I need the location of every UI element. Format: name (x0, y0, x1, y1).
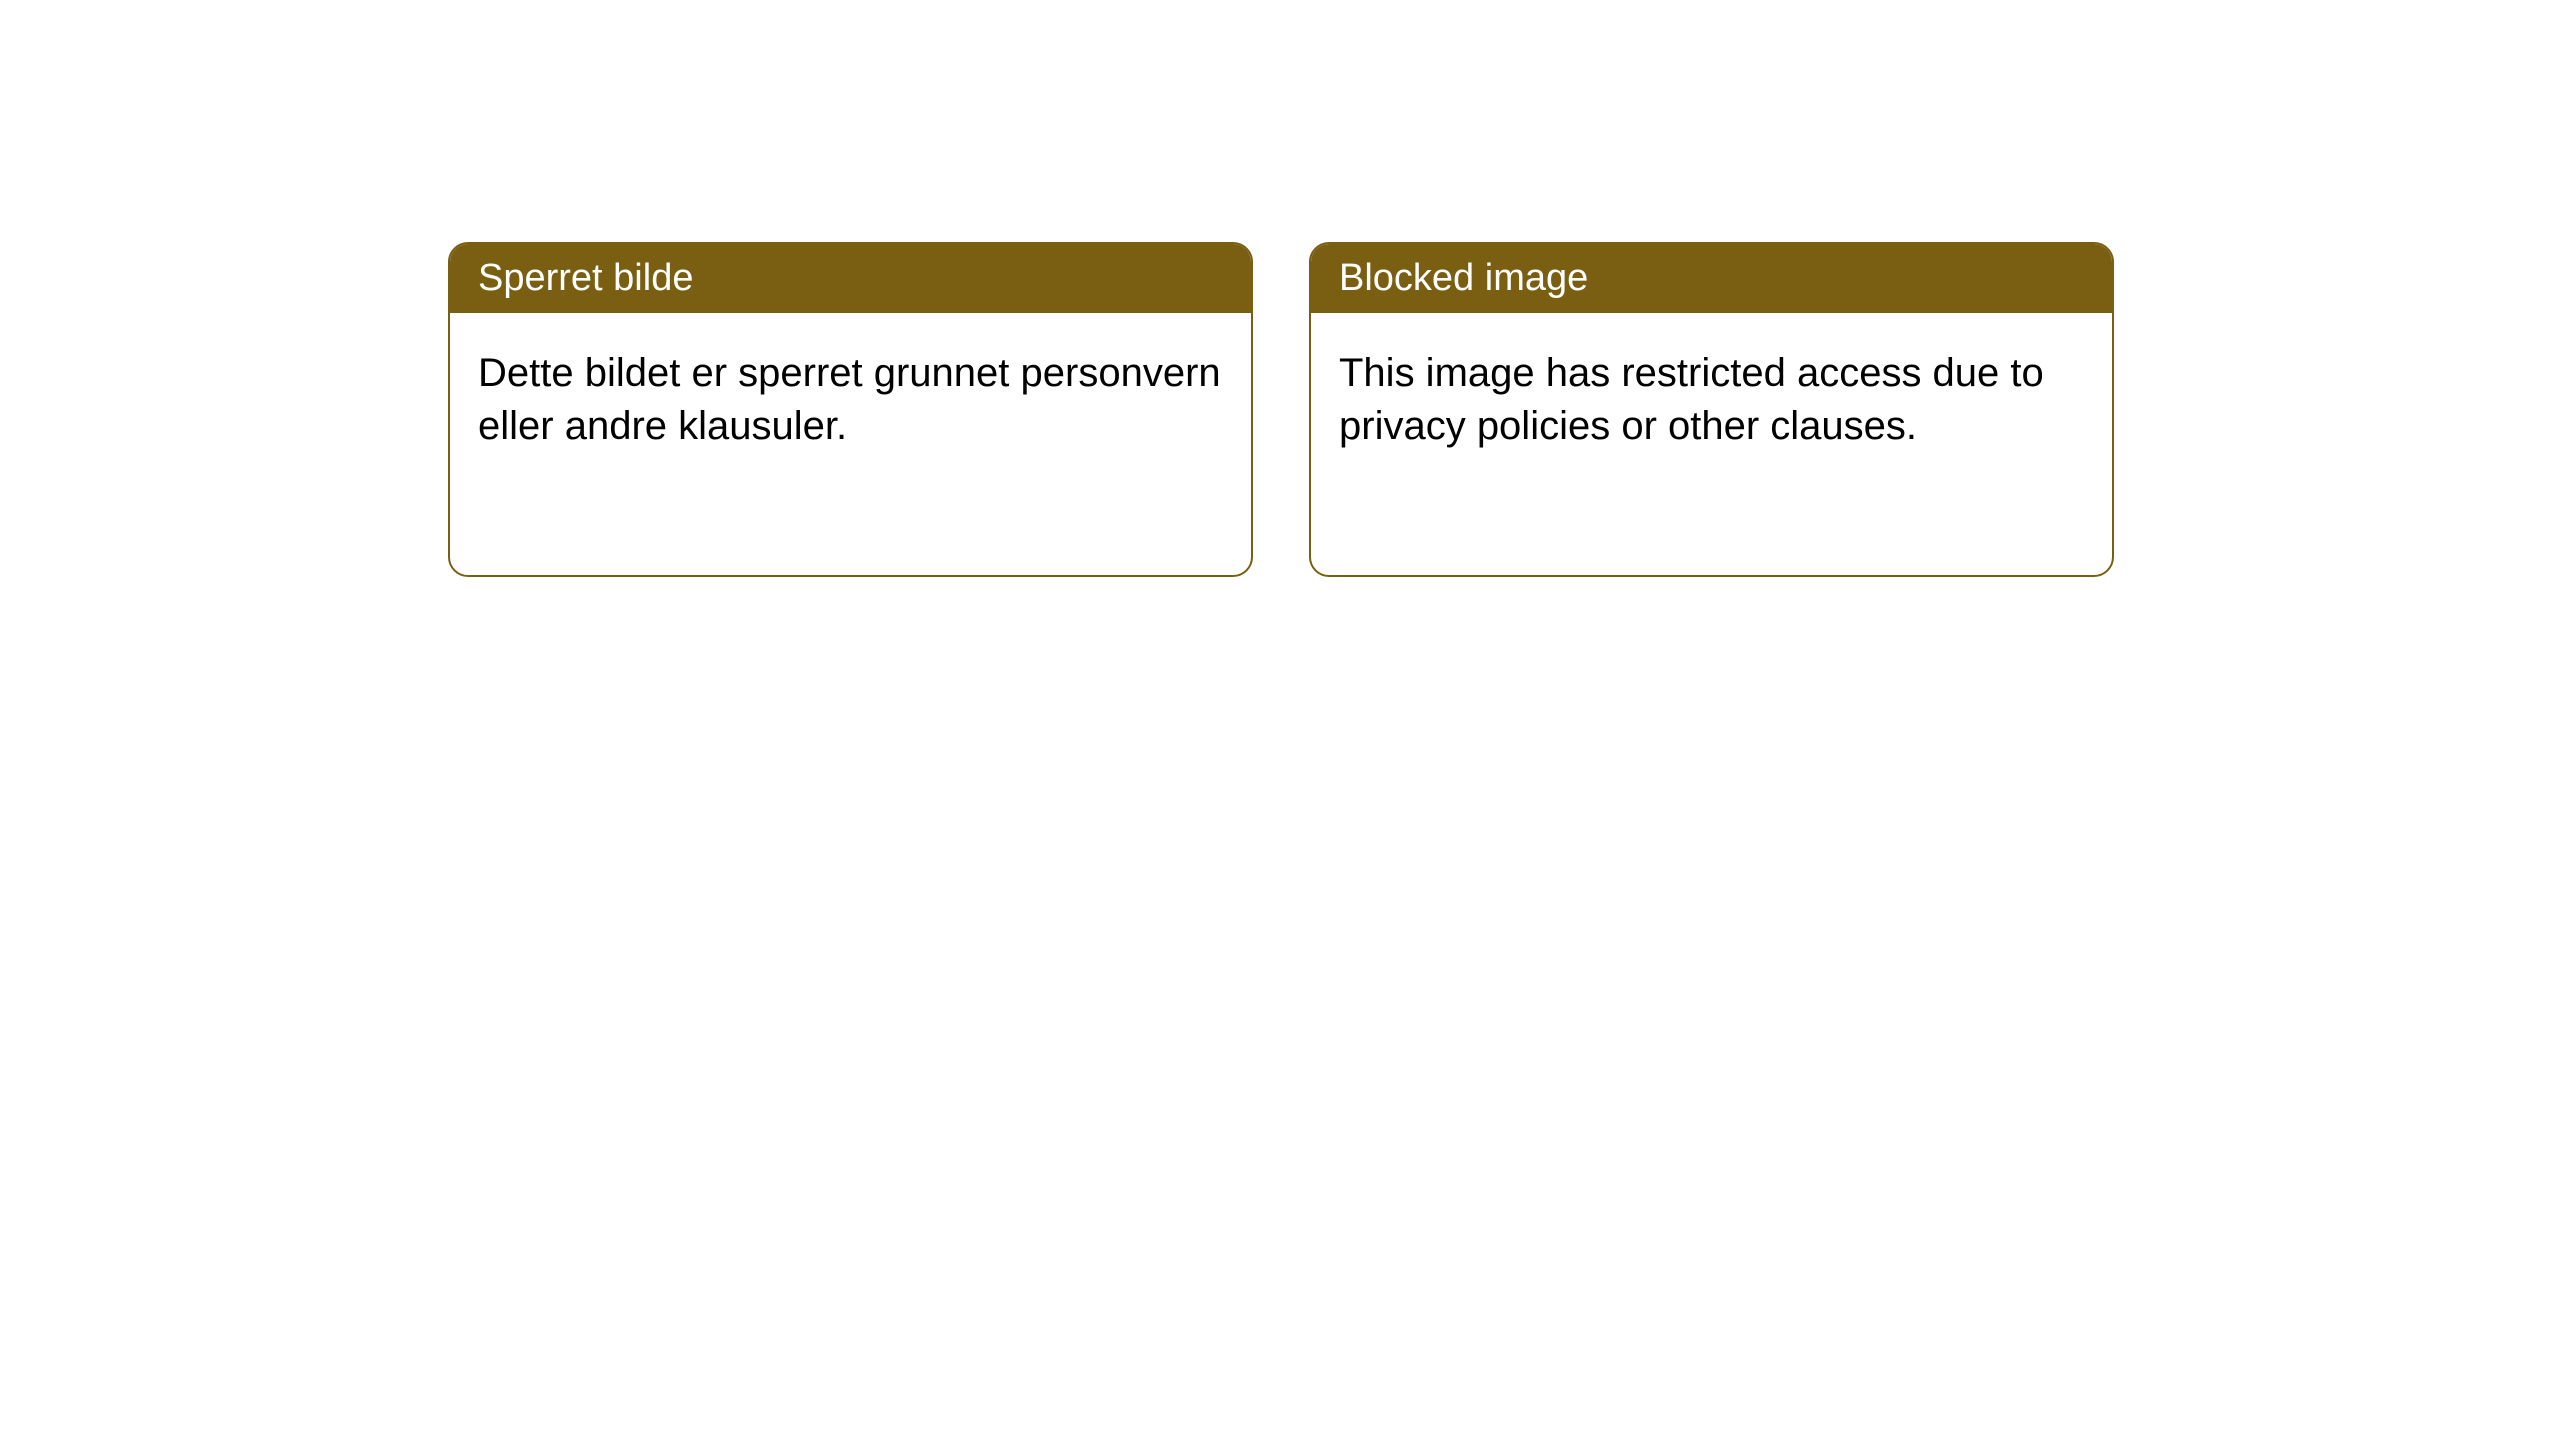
notice-card-norwegian: Sperret bilde Dette bildet er sperret gr… (448, 242, 1253, 577)
notice-cards-container: Sperret bilde Dette bildet er sperret gr… (448, 242, 2114, 577)
card-body-text: This image has restricted access due to … (1339, 351, 2044, 448)
card-body: This image has restricted access due to … (1311, 313, 2112, 487)
card-body-text: Dette bildet er sperret grunnet personve… (478, 351, 1221, 448)
notice-card-english: Blocked image This image has restricted … (1309, 242, 2114, 577)
card-title: Blocked image (1339, 257, 1588, 299)
card-body: Dette bildet er sperret grunnet personve… (450, 313, 1251, 487)
card-title: Sperret bilde (478, 257, 693, 299)
card-header: Blocked image (1311, 244, 2112, 313)
card-header: Sperret bilde (450, 244, 1251, 313)
